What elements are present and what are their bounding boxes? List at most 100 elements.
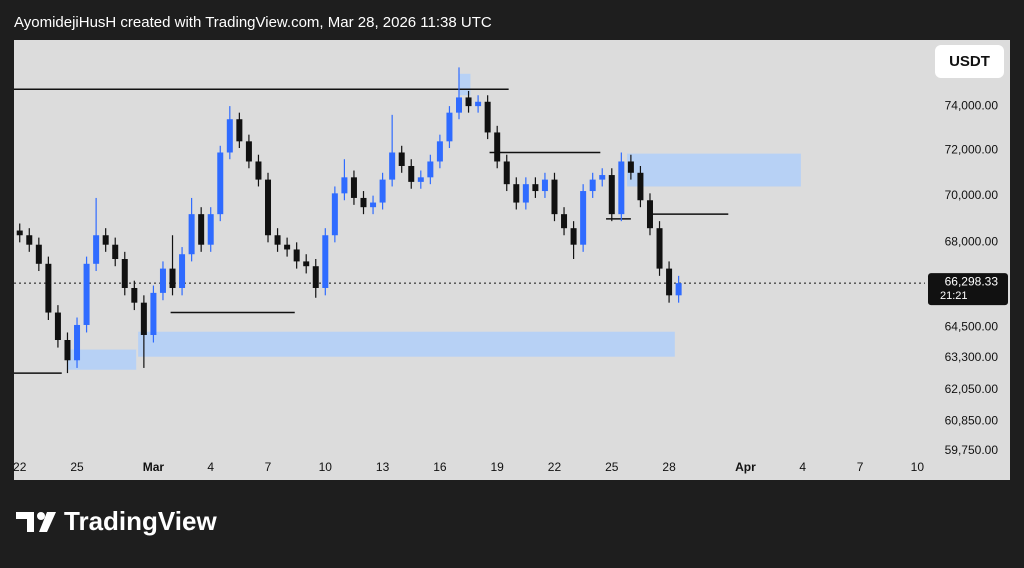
candle-body (121, 259, 128, 288)
candle-body (417, 177, 424, 182)
candle-body (159, 268, 166, 293)
candle-body (675, 283, 682, 296)
candle-body (83, 263, 90, 325)
candle-body (389, 152, 396, 180)
candle-body (656, 228, 663, 269)
candle-body (93, 235, 100, 264)
candle-body (74, 324, 81, 361)
candle-body (608, 175, 615, 215)
brand-logo (16, 512, 56, 532)
candle-body (561, 214, 568, 229)
candle-body (303, 261, 310, 267)
x-tick-label: 19 (491, 460, 505, 474)
currency-label[interactable]: USDT (949, 53, 990, 70)
y-tick-label: 63,300.00 (945, 350, 999, 364)
candle-body (188, 214, 195, 255)
candle-body (408, 165, 415, 182)
y-tick-label: 74,000.00 (945, 98, 999, 112)
y-tick-label: 59,750.00 (945, 443, 999, 457)
y-tick-label: 68,000.00 (945, 235, 999, 249)
candle-body (274, 235, 281, 245)
candle-body (35, 244, 42, 264)
plot-area: 74,000.00 72,000.00 70,000.00 68,000.00 64,5… (13, 67, 1008, 474)
candle-body (436, 141, 443, 162)
x-tick-label: 28 (662, 460, 676, 474)
candle-body (236, 119, 243, 142)
candle-body (64, 340, 71, 361)
chart-panel (14, 40, 1010, 480)
zone (458, 73, 471, 96)
last-price-label: 66,298.33 (945, 274, 999, 288)
candle-body (226, 119, 233, 153)
candle-body (522, 184, 529, 203)
candle-body (484, 101, 491, 133)
candle-body (455, 97, 462, 113)
candle-body (331, 193, 338, 236)
y-tick-label: 70,000.00 (945, 188, 999, 202)
candle-body (541, 179, 548, 192)
candle-body (646, 200, 653, 229)
candle-body (618, 161, 625, 215)
candle-body (140, 302, 147, 335)
candle-body (26, 235, 33, 245)
candle-body (150, 292, 157, 335)
zone (138, 331, 675, 357)
candle-body (322, 235, 329, 288)
x-tick-label: 25 (605, 460, 619, 474)
candle-body (16, 230, 23, 236)
candle-body (475, 101, 482, 107)
candle-body (45, 263, 52, 313)
candle-body (627, 161, 634, 173)
candle-body (293, 249, 300, 262)
candle-body (532, 184, 539, 192)
candle-body (503, 161, 510, 185)
candle-body (494, 132, 501, 162)
candle-body (379, 179, 386, 203)
zone (627, 153, 801, 187)
candle-body (217, 152, 224, 215)
candle-body (312, 266, 319, 288)
candle-body (350, 177, 357, 198)
candle-body (284, 244, 291, 250)
x-tick-label: 22 (548, 460, 562, 474)
x-tick-label: 4 (799, 460, 806, 474)
candle-body (580, 191, 587, 245)
logo-dot (37, 512, 45, 520)
logo-mark-b (39, 512, 56, 532)
candle-body (589, 179, 596, 192)
currency-button[interactable] (935, 45, 1004, 78)
candle-body (446, 112, 453, 142)
x-tick-label: 7 (857, 460, 864, 474)
candle-body (599, 175, 606, 180)
candle-body (112, 244, 119, 260)
candle-body (666, 268, 673, 296)
y-tick-label: 60,850.00 (945, 413, 999, 427)
x-tick-label: 22 (13, 460, 27, 474)
candle-body (465, 97, 472, 107)
y-tick-label: 72,000.00 (945, 142, 999, 156)
candle-body (570, 228, 577, 245)
candle-body (102, 235, 109, 245)
zone (67, 349, 137, 370)
candle-body (198, 214, 205, 245)
x-tick-label: 7 (265, 460, 272, 474)
candle-body (637, 172, 644, 201)
candle-body (551, 179, 558, 215)
x-tick-label: 13 (376, 460, 390, 474)
candle-body (427, 161, 434, 178)
candle-body (341, 177, 348, 194)
candle-body (370, 202, 377, 208)
x-tick-label: 10 (319, 460, 333, 474)
candle-body (265, 179, 272, 236)
candle-body (513, 184, 520, 203)
x-tick-label: Apr (735, 460, 756, 474)
x-tick-label: 4 (207, 460, 214, 474)
header-title: AyomidejiHusH created with TradingView.c… (14, 14, 492, 31)
candle-body (245, 141, 252, 162)
countdown-label: 21:21 (940, 290, 968, 302)
brand-name: TradingView (64, 506, 217, 536)
candle-body (360, 197, 367, 208)
candle-body (131, 287, 138, 303)
x-tick-label: 10 (911, 460, 925, 474)
